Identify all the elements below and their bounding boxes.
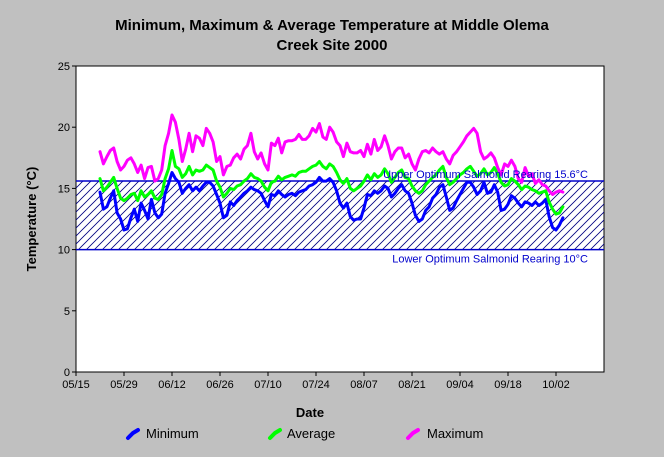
legend-label-average: Average [287,426,335,441]
legend-icon-maximum [406,428,420,440]
series-line-maximum [98,113,565,196]
x-tick-label: 06/26 [206,379,234,391]
x-tick-label: 07/24 [302,379,330,391]
x-tick-label: 08/07 [350,379,378,391]
series-layer [98,113,565,232]
legend-icon-average [268,428,282,440]
y-tick-label: 20 [58,122,70,134]
legend-label-maximum: Maximum [427,426,483,441]
x-tick-label: 05/15 [62,379,90,391]
series-line-minimum [98,171,565,232]
y-tick-label: 5 [64,306,70,318]
legend: Minimum Average Maximum [126,426,483,441]
y-tick-label: 15 [58,183,70,195]
x-tick-label: 06/12 [158,379,186,391]
chart-title-line-1: Minimum, Maximum & Average Temperature a… [115,17,549,34]
x-tick-label: 09/04 [446,379,474,391]
x-axis-label: Date [296,405,324,420]
y-tick-label: 10 [58,245,70,257]
series-line-average [98,149,565,216]
lower-optimum-label: Lower Optimum Salmonid Rearing 10°C [392,254,588,266]
y-axis-label: Temperature (°C) [24,167,39,272]
x-tick-label: 08/21 [398,379,426,391]
y-tick-label: 25 [58,61,70,73]
y-tick-label: 0 [64,367,70,379]
x-tick-label: 09/18 [494,379,522,391]
x-tick-label: 10/02 [542,379,570,391]
x-tick-label: 07/10 [254,379,282,391]
y-axis-ticks: 0 5 10 15 20 25 [58,61,76,379]
legend-label-minimum: Minimum [146,426,199,441]
x-tick-label: 05/29 [110,379,138,391]
legend-icon-minimum [126,428,140,440]
upper-optimum-label: Upper Optimum Salmonid Rearing 15.6°C [383,169,588,181]
chart-title-line-2: Creek Site 2000 [277,37,388,54]
x-axis-ticks: 05/15 05/29 06/12 06/26 07/10 07/24 08/07 08/21… [62,372,570,391]
